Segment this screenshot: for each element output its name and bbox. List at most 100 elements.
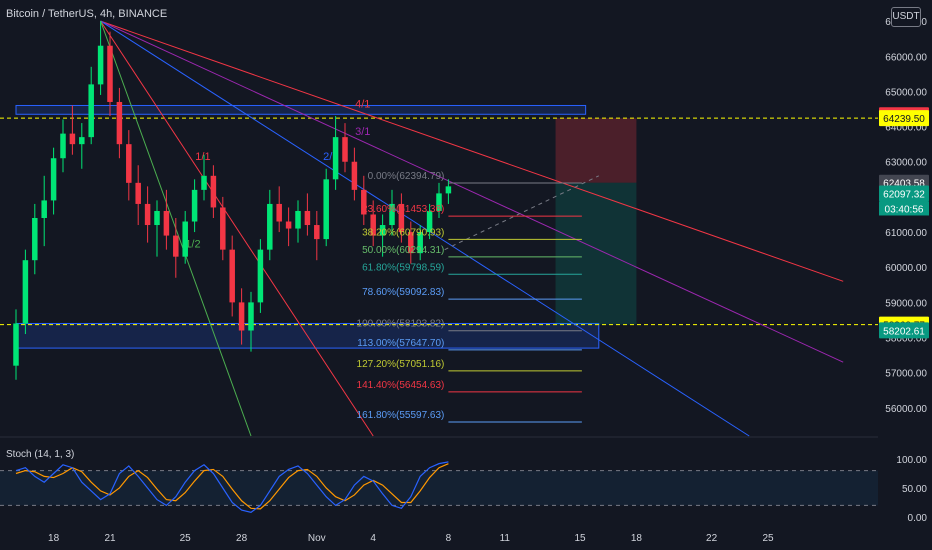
stochastic-label: Stoch (14, 1, 3) xyxy=(6,449,75,460)
candle-body xyxy=(182,221,188,257)
candle-body xyxy=(267,203,273,250)
candle-body xyxy=(285,221,292,229)
fib-level-label: 23.60%(61453.36) xyxy=(362,204,444,215)
countdown-box xyxy=(879,201,929,216)
candle-body xyxy=(361,189,367,215)
symbol-title: Bitcoin / TetherUS, 4h, BINANCE xyxy=(6,8,168,20)
candle-body xyxy=(22,260,29,324)
gann-line-1-1 xyxy=(100,20,374,437)
fib-level-label: 161.80%(55597.63) xyxy=(357,410,445,421)
time-tick-label: 11 xyxy=(500,533,511,544)
candle-body xyxy=(60,133,66,159)
time-tick-label: 22 xyxy=(706,533,718,544)
price-label: 62403.58 xyxy=(883,179,925,190)
candle-body xyxy=(220,207,226,250)
price-tick-label: 58000.00 xyxy=(885,334,927,345)
price-label: 62097.32 xyxy=(883,189,925,200)
time-tick-label: 21 xyxy=(104,533,116,544)
candle-body xyxy=(238,302,245,331)
candle-body xyxy=(304,210,311,226)
candle-body xyxy=(13,323,19,366)
candle-body xyxy=(107,45,113,102)
gann-label: 4/1 xyxy=(355,99,370,111)
candle-body xyxy=(126,144,132,183)
price-tick-label: 66000.00 xyxy=(885,52,927,63)
stoch-tick-label: 100.00 xyxy=(896,455,927,466)
candle-body xyxy=(257,249,264,303)
position-target-zone xyxy=(555,182,637,325)
candle-body xyxy=(191,189,198,222)
price-tick-label: 61000.00 xyxy=(885,228,927,239)
candle-body xyxy=(79,137,85,145)
fib-level-label: 78.60%(59092.83) xyxy=(362,287,444,298)
candle-body xyxy=(398,203,405,233)
candle-countdown: 03:40:56 xyxy=(885,204,924,215)
fib-level-label: 141.40%(56454.63) xyxy=(357,380,445,391)
fib-level-label: 0.00%(62394.79) xyxy=(368,171,445,182)
time-tick-label: 25 xyxy=(762,533,774,544)
zone-resistance xyxy=(15,104,587,115)
candle-body xyxy=(210,175,217,208)
candle-body xyxy=(389,203,395,226)
candle-body xyxy=(163,210,170,236)
candle-body xyxy=(88,84,94,138)
price-label: 64239.50 xyxy=(883,114,925,125)
candle-body xyxy=(426,210,433,233)
time-tick-label: 18 xyxy=(631,533,643,544)
candle-body xyxy=(144,203,151,226)
time-tick-label: 8 xyxy=(446,533,452,544)
stoch-tick-label: 0.00 xyxy=(908,513,928,524)
time-tick-label: Nov xyxy=(308,533,326,544)
candle-body xyxy=(370,214,376,236)
position-stop-zone xyxy=(555,118,637,183)
candle-body xyxy=(445,186,452,194)
fib-level-label: 100.00%(58193.82) xyxy=(357,319,445,330)
gann-line-4-1 xyxy=(100,20,844,282)
time-tick-label: 4 xyxy=(370,533,376,544)
candle-body xyxy=(248,302,254,331)
candle-body xyxy=(32,218,38,261)
candle-body xyxy=(408,232,414,254)
price-tick-label: 60000.00 xyxy=(885,263,927,274)
candle-body xyxy=(173,235,179,257)
price-tick-label: 65000.00 xyxy=(885,87,927,98)
gann-line-2-1 xyxy=(100,20,750,437)
price-label-box xyxy=(879,185,929,202)
candle-body xyxy=(417,232,423,254)
price-tick-label: 64000.00 xyxy=(885,123,927,134)
time-tick-label: 25 xyxy=(180,533,192,544)
stoch-k-line xyxy=(15,461,449,514)
gann-line-3-1 xyxy=(100,20,844,363)
price-tick-label: 63000.00 xyxy=(885,158,927,169)
candle-body xyxy=(332,137,339,180)
candle-body xyxy=(314,225,320,240)
candle-body xyxy=(50,158,57,201)
gann-label: 3/1 xyxy=(355,126,370,138)
price-label: 58202.61 xyxy=(883,326,925,337)
candle-body xyxy=(116,101,123,145)
stoch-tick-label: 50.00 xyxy=(902,484,927,495)
fib-level-label: 38.20%(60790.93) xyxy=(362,227,444,238)
fib-level-label: 50.00%(60294.31) xyxy=(362,245,444,256)
fib-level-label: 127.20%(57051.16) xyxy=(357,359,445,370)
candle-body xyxy=(201,175,207,190)
time-tick-label: 15 xyxy=(574,533,586,544)
currency-badge[interactable]: USDT xyxy=(891,7,921,27)
candle-body xyxy=(41,200,47,218)
price-label-box xyxy=(879,322,929,339)
candle-body xyxy=(154,210,160,226)
time-tick-label: 28 xyxy=(236,533,248,544)
candle-body xyxy=(135,182,141,204)
candle-body xyxy=(276,203,282,222)
candle-body xyxy=(323,179,329,240)
candle-body xyxy=(379,225,386,236)
gann-label: 1/2 xyxy=(185,238,200,250)
price-tick-label: 59000.00 xyxy=(885,298,927,309)
candle-body xyxy=(229,249,235,303)
price-label-box xyxy=(879,110,929,127)
time-tick-label: 18 xyxy=(48,533,60,544)
candle-body xyxy=(97,45,104,85)
candle-body xyxy=(351,161,358,190)
stoch-band xyxy=(0,470,878,506)
